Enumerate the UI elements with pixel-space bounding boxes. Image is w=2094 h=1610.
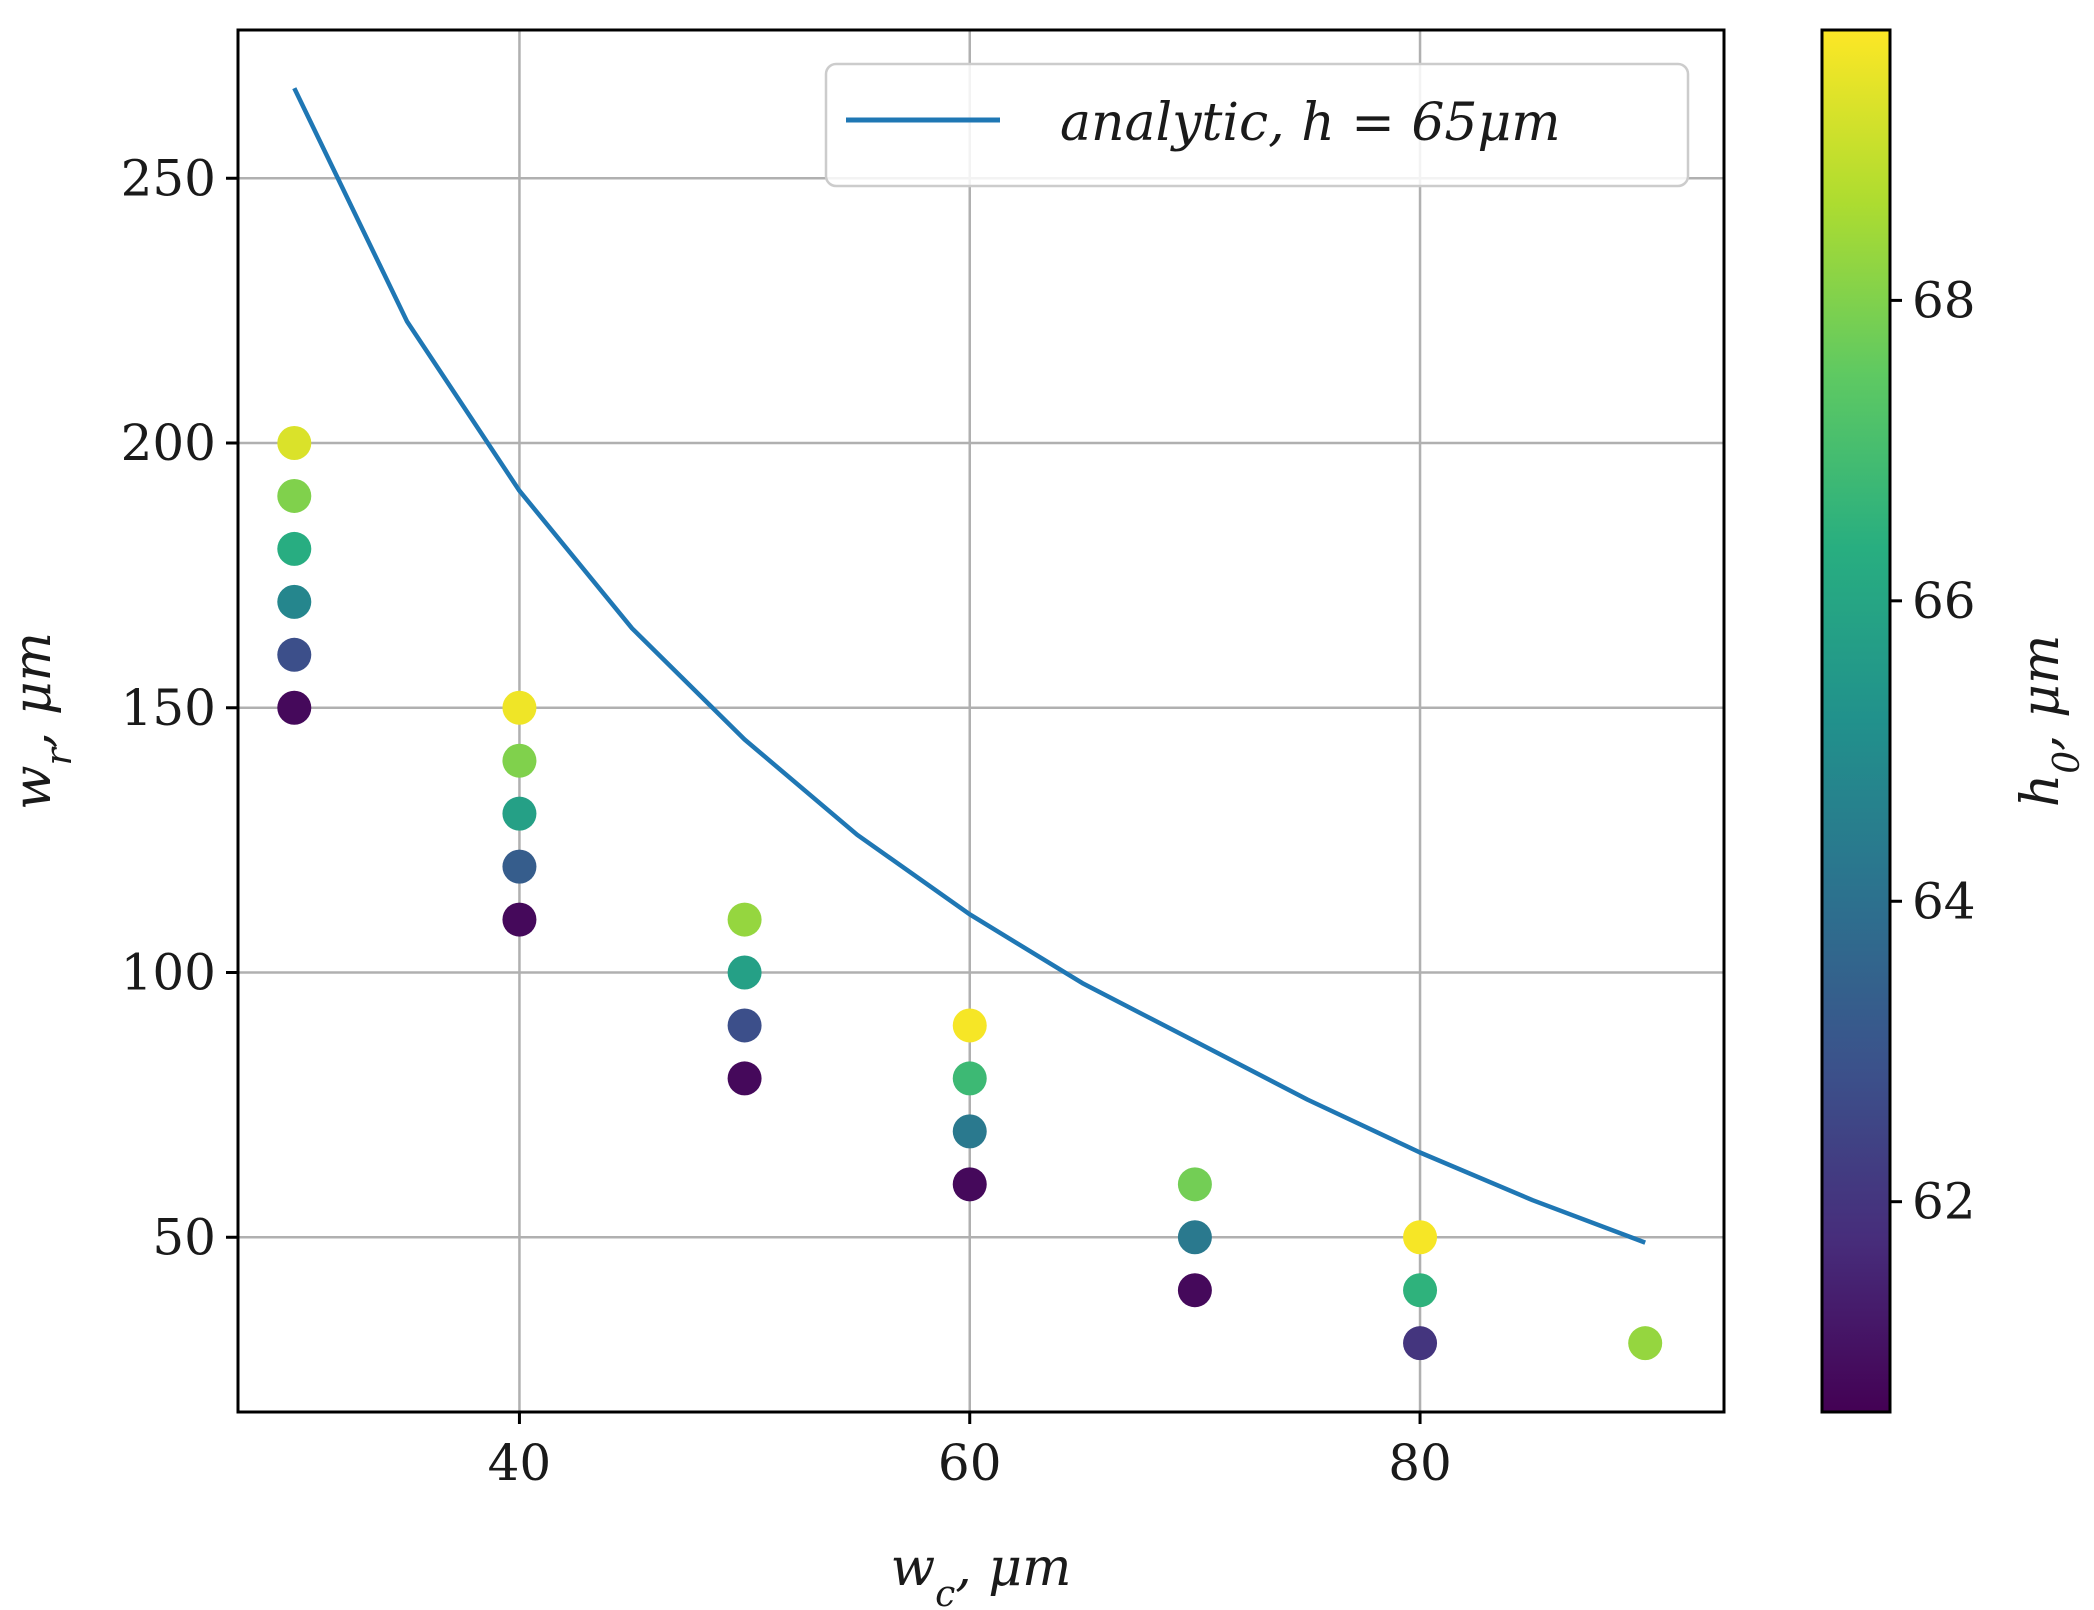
colorbar-tick-label: 62 xyxy=(1912,1173,1976,1231)
scatter-point xyxy=(727,902,762,937)
y-tick-label: 50 xyxy=(152,1208,216,1266)
colorbar-ticks: 62 64 66 68 xyxy=(1890,271,1976,1231)
scatter-point xyxy=(502,902,537,937)
y-axis-label-sub: r xyxy=(39,746,80,765)
scatter-point xyxy=(277,478,312,513)
colorbar: 62 64 66 68 h0, μm xyxy=(1820,28,2088,1414)
x-axis-label-sub: c xyxy=(935,1574,955,1610)
plot-frame xyxy=(236,28,1726,1414)
x-axis-label: wc, μm xyxy=(891,1538,1072,1610)
scatter-point xyxy=(952,1008,987,1043)
y-axis-label: wr, μm xyxy=(3,632,80,810)
axis-ticks: 40 60 80 50 100 150 200 250 xyxy=(121,149,1452,1492)
legend: analytic, h = 65μm xyxy=(824,62,1690,188)
scatter-point xyxy=(727,1061,762,1096)
y-axis-label-unit: , μm xyxy=(3,632,63,748)
scatter-point xyxy=(1403,1220,1438,1255)
scatter-point xyxy=(1403,1326,1438,1361)
x-tick-label: 40 xyxy=(488,1434,552,1492)
scatter-point xyxy=(952,1167,987,1202)
scatter-point xyxy=(277,584,312,619)
x-axis-label-main: w xyxy=(891,1538,936,1598)
y-tick-label: 200 xyxy=(121,414,216,472)
colorbar-label-unit: , μm xyxy=(2011,635,2071,751)
scatter-points xyxy=(277,426,1663,1361)
scatter-point xyxy=(502,796,537,831)
scatter-point xyxy=(502,849,537,884)
scatter-point xyxy=(277,690,312,725)
scatter-point xyxy=(277,531,312,566)
colorbar-label-main: h xyxy=(2011,774,2071,808)
scatter-point xyxy=(727,1008,762,1043)
y-tick-label: 250 xyxy=(121,149,216,207)
scatter-point xyxy=(502,743,537,778)
legend-box xyxy=(824,62,1690,188)
plot-background xyxy=(238,30,1724,1412)
y-tick-label: 150 xyxy=(121,679,216,737)
colorbar-tick-label: 68 xyxy=(1912,271,1976,329)
x-tick-label: 80 xyxy=(1388,1434,1452,1492)
scatter-point xyxy=(952,1114,987,1149)
analytic-line-group xyxy=(292,87,1646,1245)
scatter-point xyxy=(1177,1273,1212,1308)
scatter-point xyxy=(1177,1220,1212,1255)
scatter-point xyxy=(1177,1167,1212,1202)
colorbar-fill xyxy=(1822,30,1890,1412)
x-axis-label-unit: , μm xyxy=(955,1538,1071,1598)
y-axis-label-main: w xyxy=(3,765,63,810)
colorbar-label-sub: 0 xyxy=(2047,751,2088,774)
scatter-point xyxy=(952,1061,987,1096)
scatter-point xyxy=(502,690,537,725)
colorbar-tick-label: 64 xyxy=(1912,872,1976,930)
y-tick-label: 100 xyxy=(121,944,216,1002)
scatter-point xyxy=(1628,1326,1663,1361)
scatter-point xyxy=(1403,1273,1438,1308)
colorbar-frame xyxy=(1820,28,1892,1414)
x-tick-label: 60 xyxy=(938,1434,1002,1492)
analytic-line xyxy=(292,87,1646,1245)
colorbar-label: h0, μm xyxy=(2011,635,2088,808)
legend-label: analytic, h = 65μm xyxy=(1060,93,1561,153)
scatter-point xyxy=(277,426,312,461)
colorbar-tick-label: 66 xyxy=(1912,572,1976,630)
scatter-point xyxy=(277,637,312,672)
scatter-point xyxy=(727,955,762,990)
